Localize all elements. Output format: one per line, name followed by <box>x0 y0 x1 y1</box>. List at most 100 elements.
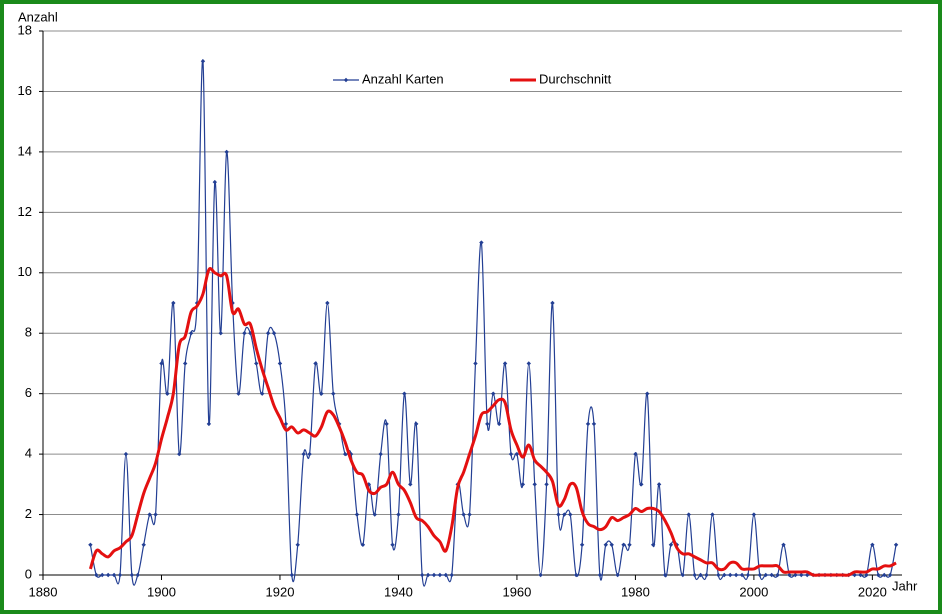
data-line <box>89 59 897 587</box>
data-point <box>443 572 449 578</box>
data-point <box>870 542 875 547</box>
y-tick-label: 14 <box>18 143 32 158</box>
data-point <box>105 572 111 578</box>
data-point <box>793 572 798 578</box>
data-point <box>745 572 751 578</box>
data-point <box>230 300 235 306</box>
data-point <box>698 572 703 578</box>
data-point <box>751 512 757 517</box>
data-line <box>88 267 897 577</box>
data-point <box>212 179 217 185</box>
data-point <box>331 391 336 396</box>
data-point <box>88 542 93 547</box>
data-point <box>876 572 881 578</box>
data-point <box>153 512 158 517</box>
data-point <box>757 572 763 578</box>
data-point <box>491 391 496 396</box>
data-point <box>502 361 508 366</box>
data-point <box>467 512 472 517</box>
data-point <box>461 512 466 517</box>
x-tick-label: 1920 <box>266 584 295 599</box>
data-point <box>301 451 306 457</box>
data-point <box>562 512 567 517</box>
data-point <box>342 451 348 457</box>
data-point <box>473 361 478 366</box>
data-point <box>194 300 200 306</box>
data-point <box>319 391 324 396</box>
data-point <box>419 572 425 578</box>
data-point <box>402 391 407 396</box>
data-point <box>556 512 561 517</box>
data-point <box>147 512 152 517</box>
data-point <box>591 421 597 427</box>
x-tick-label: 1940 <box>384 584 413 599</box>
data-point <box>597 572 603 578</box>
x-axis-label: Jahr <box>892 578 918 593</box>
data-point <box>603 542 608 547</box>
data-point <box>526 361 531 366</box>
data-point <box>710 512 715 517</box>
data-point <box>313 361 318 366</box>
data-point <box>550 300 555 306</box>
data-point <box>437 572 443 578</box>
data-point <box>609 542 614 547</box>
x-tick-label: 1980 <box>621 584 650 599</box>
data-point <box>633 451 638 457</box>
data-point <box>739 572 745 578</box>
y-tick-label: 12 <box>18 204 32 219</box>
data-point <box>479 240 484 245</box>
data-point <box>283 421 289 427</box>
data-point <box>799 572 804 578</box>
data-point <box>662 572 668 578</box>
x-tick-label: 2020 <box>858 584 887 599</box>
data-point <box>171 300 176 306</box>
data-point <box>295 542 300 547</box>
data-point <box>887 572 893 578</box>
data-point <box>568 512 573 517</box>
data-point <box>384 421 389 427</box>
data-point <box>864 572 869 578</box>
y-tick-label: 0 <box>25 566 32 581</box>
data-point <box>882 572 887 578</box>
y-tick-label: 18 <box>18 22 32 37</box>
data-point <box>650 542 656 547</box>
data-point <box>242 331 247 336</box>
data-point <box>514 451 520 457</box>
data-point <box>188 331 194 336</box>
data-point <box>686 512 691 517</box>
data-point <box>236 391 241 396</box>
y-tick-label: 2 <box>25 506 32 521</box>
legend-label: Anzahl Karten <box>362 71 444 86</box>
data-point <box>289 572 295 578</box>
data-point <box>414 421 419 427</box>
data-point <box>271 331 277 336</box>
data-point <box>111 572 117 578</box>
data-point <box>123 451 129 457</box>
data-point <box>390 542 395 547</box>
y-tick-label: 8 <box>25 325 32 340</box>
legend-label: Durchschnitt <box>539 71 612 86</box>
data-point <box>692 572 697 578</box>
x-tick-label: 1900 <box>147 584 176 599</box>
data-point <box>360 542 366 547</box>
data-point <box>117 572 123 578</box>
data-point <box>496 421 502 427</box>
data-point <box>508 451 514 457</box>
data-point <box>94 572 99 578</box>
data-point <box>532 482 537 487</box>
data-point <box>893 542 899 547</box>
data-point <box>485 421 490 427</box>
data-point <box>716 572 721 578</box>
data-point <box>206 421 212 427</box>
data-point <box>277 361 283 366</box>
data-point <box>781 542 786 547</box>
data-point <box>431 572 437 578</box>
x-tick-label: 1960 <box>502 584 531 599</box>
data-point <box>254 361 259 366</box>
data-point <box>639 482 644 487</box>
data-point <box>135 572 140 578</box>
data-point <box>645 391 650 396</box>
data-point <box>378 451 383 457</box>
y-axis-label: Anzahl <box>18 9 58 24</box>
